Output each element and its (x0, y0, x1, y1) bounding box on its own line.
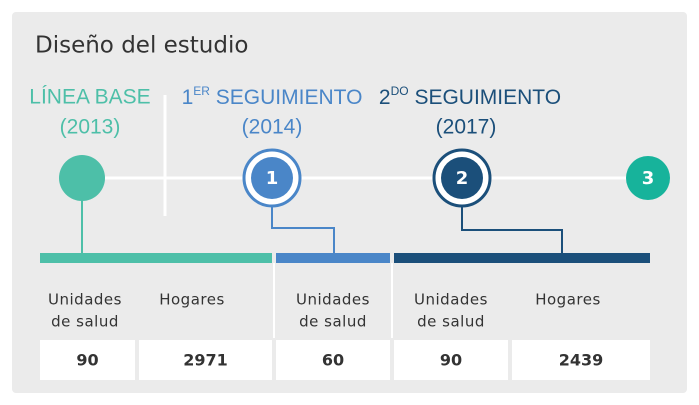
phase-year: (2017) (436, 116, 497, 139)
value: 60 (322, 351, 344, 370)
marker (626, 156, 670, 200)
value: 90 (76, 351, 98, 370)
phase-year: (2013) (60, 116, 121, 139)
phase-name: 2DO SEGUIMIENTO (379, 84, 561, 108)
phase-year: (2014) (242, 116, 303, 139)
column-label: de salud (299, 313, 367, 331)
bar (394, 253, 650, 263)
value-cell (139, 340, 272, 380)
marker (441, 157, 483, 199)
marker-number: 2 (456, 168, 469, 189)
value-cell (394, 340, 508, 380)
column-label: Unidades (296, 291, 370, 309)
value-cell (276, 340, 390, 380)
columns: Unidades de salud 90 Hogares 2971 Unidades de … (40, 291, 650, 380)
phase-name: 1ER SEGUIMIENTO (182, 84, 363, 108)
value: 2971 (183, 351, 228, 370)
column-label: Hogares (159, 291, 225, 309)
bar (276, 253, 390, 263)
value-cell (512, 340, 650, 380)
bar (40, 253, 272, 263)
value: 90 (440, 351, 462, 370)
column-label: Unidades (414, 291, 488, 309)
value: 2439 (559, 351, 604, 370)
column-label: de salud (51, 313, 119, 331)
marker-number: 1 (266, 168, 279, 189)
title: Diseño del estudio (35, 33, 248, 59)
column-label: Hogares (535, 291, 601, 309)
panel (12, 12, 687, 393)
column-label: Unidades (48, 291, 122, 309)
marker-number: 3 (642, 168, 655, 189)
phase-name: LÍNEA BASE (29, 86, 150, 109)
marker (59, 155, 105, 201)
marker (251, 157, 293, 199)
value-cell (40, 340, 135, 380)
column-label: de salud (417, 313, 485, 331)
